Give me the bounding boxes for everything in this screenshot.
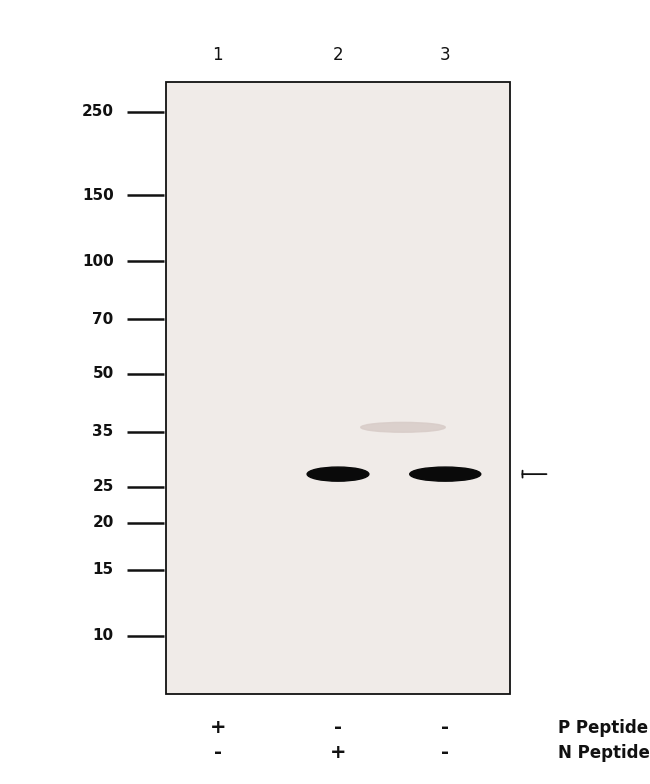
Bar <box>166 82 510 694</box>
Text: 10: 10 <box>92 628 114 643</box>
Text: 2: 2 <box>333 46 343 64</box>
Text: 3: 3 <box>440 46 450 64</box>
Text: -: - <box>334 718 342 737</box>
Text: 150: 150 <box>82 187 114 202</box>
Text: -: - <box>214 743 222 762</box>
Text: N Peptide: N Peptide <box>558 744 649 761</box>
Text: 250: 250 <box>82 104 114 119</box>
Text: 70: 70 <box>92 311 114 327</box>
Ellipse shape <box>410 467 481 481</box>
Text: +: + <box>209 718 226 737</box>
Ellipse shape <box>307 467 369 481</box>
Text: 35: 35 <box>92 424 114 439</box>
Text: P Peptide: P Peptide <box>558 719 648 736</box>
Ellipse shape <box>361 423 445 432</box>
Text: 15: 15 <box>92 562 114 577</box>
Text: +: + <box>330 743 346 762</box>
Text: 50: 50 <box>92 366 114 381</box>
Text: -: - <box>441 718 449 737</box>
Text: 1: 1 <box>213 46 223 64</box>
Text: 20: 20 <box>92 515 114 531</box>
Text: 25: 25 <box>92 479 114 494</box>
Text: 100: 100 <box>82 253 114 269</box>
Text: -: - <box>441 743 449 762</box>
